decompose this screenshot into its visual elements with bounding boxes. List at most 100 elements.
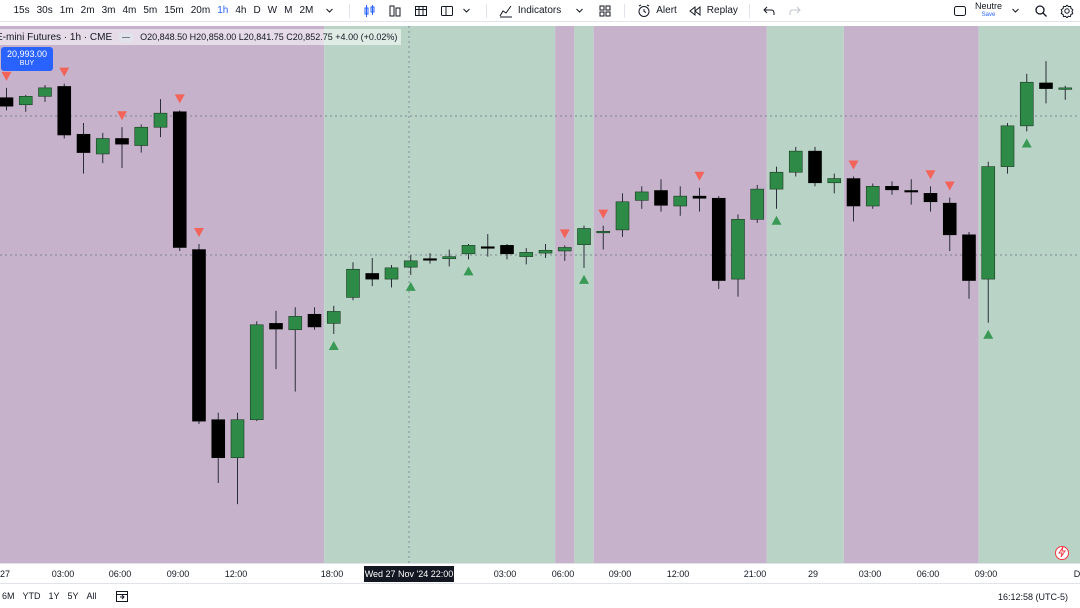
candle xyxy=(18,94,33,112)
candle-body xyxy=(0,97,14,107)
timeframe-4h[interactable]: 4h xyxy=(235,4,247,16)
candle xyxy=(577,225,591,268)
time-label: 27 xyxy=(0,569,11,579)
candle-body xyxy=(1019,81,1034,127)
search-button[interactable] xyxy=(1028,0,1054,22)
legend-toggle[interactable] xyxy=(119,32,134,42)
time-label: 06:00 xyxy=(551,569,575,579)
timeframe-15m[interactable]: 15m xyxy=(164,4,184,16)
fullscreen-button[interactable] xyxy=(947,0,973,22)
time-label: 09:00 xyxy=(166,569,190,579)
timeframe-M[interactable]: M xyxy=(284,4,293,16)
candle-body xyxy=(326,311,341,324)
candle-body xyxy=(57,86,72,136)
clock[interactable]: 16:12:58 (UTC-5) xyxy=(997,592,1068,602)
timeframe-D[interactable]: D xyxy=(253,4,261,16)
time-label: 06:00 xyxy=(916,569,940,579)
timeframe-4m[interactable]: 4m xyxy=(122,4,137,16)
range-ytd[interactable]: YTD xyxy=(22,591,41,601)
candle xyxy=(230,412,245,505)
timeframe-15s[interactable]: 15s xyxy=(13,4,30,16)
candle xyxy=(519,248,534,265)
candle xyxy=(865,183,880,209)
timeframe-1h[interactable]: 1h xyxy=(217,4,229,16)
candle xyxy=(423,253,437,264)
candle xyxy=(0,87,14,111)
auto-scale-button[interactable] xyxy=(1055,546,1069,560)
timeframe-5m[interactable]: 5m xyxy=(143,4,158,16)
candle-body xyxy=(115,138,129,145)
time-label: 12:00 xyxy=(666,569,690,579)
candle xyxy=(827,173,842,194)
candle-body xyxy=(76,133,91,153)
timeframe-2M[interactable]: 2M xyxy=(299,4,314,16)
candle xyxy=(249,321,264,422)
indicators-dropdown-button[interactable] xyxy=(566,0,592,22)
timeframe-30s[interactable]: 30s xyxy=(36,4,53,16)
session-zone-green xyxy=(766,26,844,563)
range-6m[interactable]: 6M xyxy=(2,591,15,601)
candle xyxy=(95,132,110,164)
time-axis[interactable]: 27 03:00 06:00 09:00 12:00 18:00 03:00 06:00 09:… xyxy=(0,563,1080,583)
candle-body xyxy=(38,87,52,97)
divider xyxy=(624,3,626,18)
price-chart[interactable] xyxy=(0,26,1080,563)
candle xyxy=(76,123,91,174)
candle-body xyxy=(923,193,938,203)
timeframe-W[interactable]: W xyxy=(267,4,278,16)
sell-signal-arrow xyxy=(925,170,936,180)
timeframe-1m[interactable]: 1m xyxy=(59,4,74,16)
candle-body xyxy=(18,96,33,106)
candle-type-button[interactable] xyxy=(356,0,382,22)
candle-body xyxy=(480,246,495,249)
candle xyxy=(288,307,303,392)
candle-body xyxy=(673,195,688,207)
indicators-icon xyxy=(498,3,514,19)
alert-button[interactable]: Alert xyxy=(631,0,682,22)
candle xyxy=(211,412,226,483)
range-all[interactable]: All xyxy=(86,591,97,601)
compare-button[interactable] xyxy=(382,0,408,22)
candle xyxy=(346,262,360,301)
divider xyxy=(748,3,750,18)
timeframe-20m[interactable]: 20m xyxy=(190,4,211,16)
chevron-down-icon xyxy=(571,3,587,19)
symbol-title[interactable]: E-mini Futures · 1h · CME xyxy=(0,31,113,43)
layout-menu-button[interactable] xyxy=(1002,0,1028,22)
time-label: 09:00 xyxy=(608,569,632,579)
candle-body xyxy=(211,419,226,458)
timeframe-3m[interactable]: 3m xyxy=(101,4,116,16)
date-range-button[interactable] xyxy=(109,585,135,607)
candlestick-icon xyxy=(361,3,377,19)
timeframe-2m[interactable]: 2m xyxy=(80,4,95,16)
chart-canvas[interactable] xyxy=(0,26,1080,563)
sell-signal-arrow xyxy=(1,71,12,81)
range-5y[interactable]: 5Y xyxy=(67,591,79,601)
signal-arrows xyxy=(1,67,1032,350)
undo-button[interactable] xyxy=(756,0,782,22)
settings-button[interactable] xyxy=(1054,0,1080,22)
data-table-button[interactable] xyxy=(408,0,434,22)
sell-signal-arrow xyxy=(194,227,204,237)
replay-button[interactable]: Replay xyxy=(682,0,743,22)
redo-button[interactable] xyxy=(782,0,808,22)
buy-label: BUY xyxy=(19,60,35,67)
buy-button[interactable]: 20,993.00 BUY xyxy=(1,47,53,71)
layout-name[interactable]: Neutre Save xyxy=(975,1,1002,20)
candle xyxy=(711,196,726,289)
divider xyxy=(348,3,350,18)
buy-signal-arrow xyxy=(579,274,589,284)
time-label: D xyxy=(1073,569,1080,579)
range-1y[interactable]: 1Y xyxy=(48,591,60,601)
timeframe-dropdown-button[interactable] xyxy=(317,0,343,22)
templates-button[interactable] xyxy=(592,0,618,22)
indicators-button[interactable]: Indicators xyxy=(493,0,566,22)
layout-button[interactable] xyxy=(434,0,480,22)
candle xyxy=(153,99,168,138)
time-label: 03:00 xyxy=(493,569,517,579)
candle xyxy=(692,187,707,212)
buy-signal-arrow xyxy=(463,266,474,276)
ohlc-values: O20,848.50 H20,858.00 L20,841.75 C20,852… xyxy=(140,32,398,42)
candle xyxy=(538,243,553,259)
chevron-down-icon xyxy=(322,3,338,19)
